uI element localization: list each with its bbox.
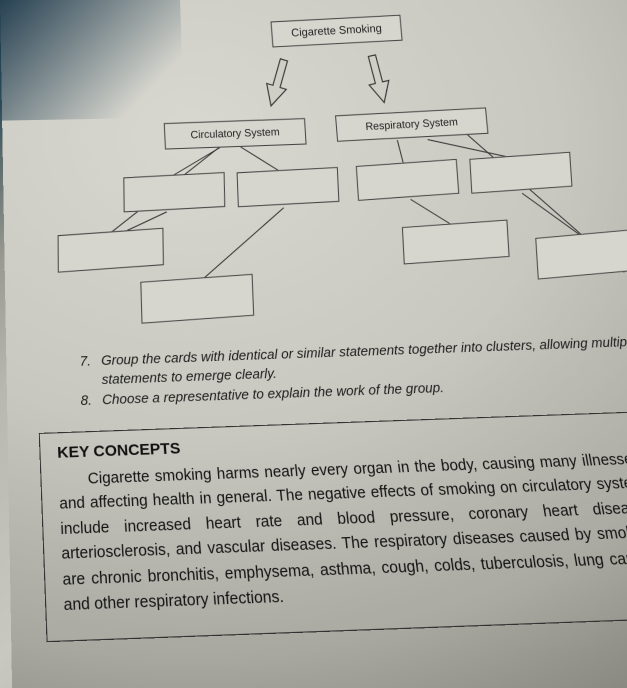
branch-right-node: Respiratory System bbox=[335, 107, 488, 141]
arrow-down-left-icon bbox=[256, 52, 298, 113]
instruction-list: 7. Group the cards with identical or sim… bbox=[68, 332, 627, 413]
branch-left-label: Circulatory System bbox=[190, 126, 280, 141]
concept-diagram: Cigarette Smoking Circulatory System Res… bbox=[60, 8, 602, 335]
empty-node bbox=[140, 274, 254, 324]
branch-left-node: Circulatory System bbox=[164, 118, 307, 149]
key-concepts-body: Cigarette smoking harms nearly every org… bbox=[58, 448, 627, 620]
root-node: Cigarette Smoking bbox=[271, 15, 403, 48]
root-node-label: Cigarette Smoking bbox=[291, 23, 382, 40]
empty-node bbox=[58, 228, 164, 273]
empty-node bbox=[402, 220, 510, 265]
empty-node bbox=[237, 167, 340, 207]
empty-node bbox=[535, 229, 627, 280]
empty-node bbox=[356, 159, 460, 201]
instruction-number: 8. bbox=[69, 391, 92, 411]
instruction-number: 7. bbox=[68, 352, 92, 390]
branch-right-label: Respiratory System bbox=[365, 116, 458, 133]
textbook-page: Cigarette Smoking Circulatory System Res… bbox=[0, 0, 627, 688]
empty-node bbox=[123, 172, 225, 212]
empty-node bbox=[469, 152, 572, 194]
key-concepts-box: KEY CONCEPTS Cigarette smoking harms nea… bbox=[39, 411, 627, 642]
arrow-down-right-icon bbox=[357, 49, 398, 109]
